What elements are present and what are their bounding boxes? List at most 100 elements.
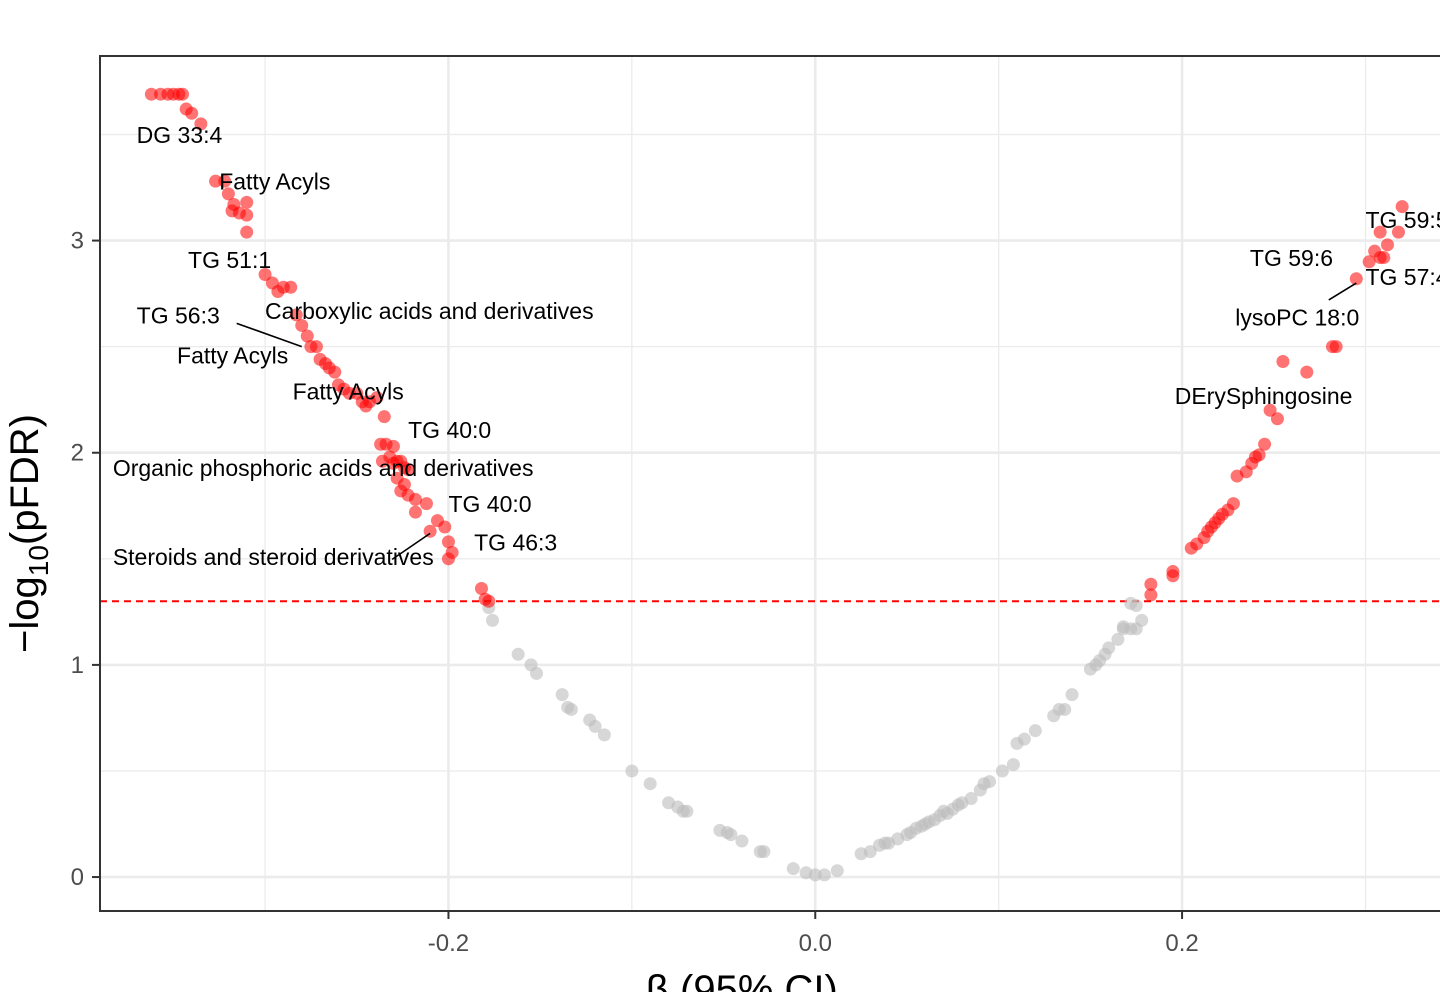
significant-point xyxy=(408,505,422,519)
nonsignificant-point xyxy=(995,764,1009,778)
significant-point xyxy=(240,208,254,222)
y-axis-title: −log10(pFDR) xyxy=(3,414,54,653)
significant-point xyxy=(176,87,190,101)
significant-point xyxy=(240,195,254,209)
significant-point xyxy=(258,268,272,282)
significant-point xyxy=(401,463,415,477)
grid-layer xyxy=(100,56,1440,911)
significant-point xyxy=(1144,588,1158,602)
nonsignificant-point xyxy=(511,647,525,661)
nonsignificant-point xyxy=(786,862,800,876)
nonsignificant-point xyxy=(724,828,738,842)
significant-point xyxy=(1362,255,1376,269)
nonsignificant-point xyxy=(625,764,639,778)
point-annotation-label: Carboxylic acids and derivatives xyxy=(265,298,594,324)
nonsignificant-point xyxy=(588,719,602,733)
point-layer xyxy=(144,87,1409,882)
nonsignificant-point xyxy=(1006,758,1020,772)
significant-point xyxy=(300,329,314,343)
significant-point xyxy=(1380,238,1394,252)
significant-point xyxy=(185,106,199,120)
point-annotation-label: TG 40:0 xyxy=(448,491,531,517)
nonsignificant-point xyxy=(757,845,771,859)
nonsignificant-point xyxy=(1017,732,1031,746)
y-axis-title-main: −log xyxy=(3,576,47,653)
significant-point xyxy=(1166,569,1180,583)
point-annotation-label: TG 40:0 xyxy=(408,417,491,443)
significant-point xyxy=(240,225,254,239)
y-axis-title-subscript: 10 xyxy=(23,545,54,576)
y-tick-label: 0 xyxy=(71,864,84,891)
point-annotation-label: TG 57:4 xyxy=(1365,264,1440,290)
significant-point xyxy=(1263,403,1277,417)
nonsignificant-point xyxy=(964,792,978,806)
point-annotation-label: TG 59:6 xyxy=(1250,245,1333,271)
y-tick-label: 2 xyxy=(71,440,84,467)
x-tick-label: 0.2 xyxy=(1165,930,1198,957)
significant-point xyxy=(295,318,309,332)
nonsignificant-point xyxy=(1058,702,1072,716)
point-annotation-label: Fatty Acyls xyxy=(293,379,404,405)
significant-point xyxy=(218,174,232,188)
nonsignificant-point xyxy=(643,777,657,791)
significant-point xyxy=(1276,355,1290,369)
y-axis-title-tail: (pFDR) xyxy=(3,414,47,545)
nonsignificant-point xyxy=(982,775,996,789)
point-annotation-label: Fatty Acyls xyxy=(219,169,330,195)
significant-point xyxy=(438,520,452,534)
point-annotation-label: lysoPC 18:0 xyxy=(1235,304,1359,330)
significant-point xyxy=(194,117,208,131)
point-annotation-label: TG 59:5 xyxy=(1365,207,1440,233)
point-annotation-label: DErySphingosine xyxy=(1175,383,1353,409)
nonsignificant-point xyxy=(863,845,877,859)
point-annotation-label: Organic phosphoric acids and derivatives xyxy=(113,455,534,481)
nonsignificant-point xyxy=(485,613,499,627)
nonsignificant-point xyxy=(808,868,822,882)
nonsignificant-point xyxy=(1028,724,1042,738)
y-axis-ticks: 0 1 2 3 xyxy=(71,228,100,891)
significant-point xyxy=(375,454,389,468)
significant-point xyxy=(1395,200,1409,214)
significant-point xyxy=(377,410,391,424)
significant-point xyxy=(289,308,303,322)
significant-point xyxy=(386,456,400,470)
significant-point xyxy=(1373,225,1387,239)
significant-point xyxy=(1300,365,1314,379)
significant-point xyxy=(1349,272,1363,286)
point-annotation-label: TG 46:3 xyxy=(474,529,557,555)
nonsignificant-point xyxy=(555,688,569,702)
point-annotation-label: Fatty Acyls xyxy=(177,343,288,369)
nonsignificant-point xyxy=(1111,632,1125,646)
x-tick-label: -0.2 xyxy=(428,930,469,957)
significant-point xyxy=(359,399,373,413)
significant-point xyxy=(221,187,235,201)
nonsignificant-point xyxy=(1135,613,1149,627)
significant-point xyxy=(309,340,323,354)
nonsignificant-point xyxy=(529,666,543,680)
point-annotation-label: TG 56:3 xyxy=(137,302,220,328)
x-axis-ticks: -0.2 0.0 0.2 xyxy=(428,911,1199,957)
significant-point xyxy=(1252,448,1266,462)
significant-point xyxy=(408,492,422,506)
nonsignificant-point xyxy=(817,868,831,882)
nonsignificant-point xyxy=(1102,641,1116,655)
nonsignificant-point xyxy=(735,834,749,848)
nonsignificant-point xyxy=(680,804,694,818)
panel-border xyxy=(99,55,1440,912)
x-tick-label: 0.0 xyxy=(799,930,832,957)
annotation-leader-line xyxy=(391,532,431,561)
significant-point xyxy=(1144,577,1158,591)
y-tick-label: 1 xyxy=(71,652,84,679)
point-annotation-label: Steroids and steroid derivatives xyxy=(113,544,434,570)
significant-point xyxy=(1377,251,1391,265)
significant-point xyxy=(328,365,342,379)
significant-point xyxy=(225,204,239,218)
nonsignificant-point xyxy=(564,702,578,716)
significant-point xyxy=(1329,340,1343,354)
nonsignificant-point xyxy=(1116,622,1130,636)
nonsignificant-point xyxy=(1065,688,1079,702)
significant-point xyxy=(441,535,455,549)
nonsignificant-point xyxy=(597,728,611,742)
significant-point xyxy=(370,391,384,405)
significant-point xyxy=(1258,437,1272,451)
